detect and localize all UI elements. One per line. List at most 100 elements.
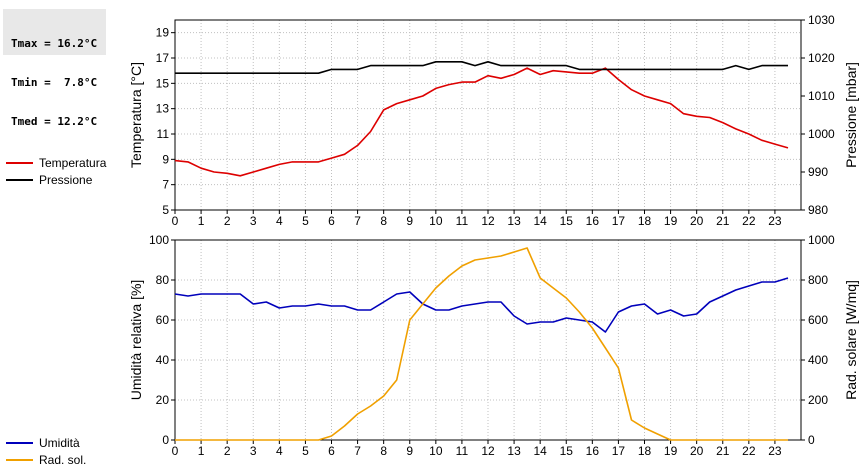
legend-swatch-pressione — [6, 178, 33, 181]
y-tick-label: 20 — [156, 393, 170, 407]
x-tick-label: 22 — [742, 444, 756, 458]
y-tick-label: 15 — [156, 76, 170, 90]
y2-axis-label: Pressione [mbar] — [843, 62, 859, 168]
x-tick-label: 14 — [533, 444, 547, 458]
stats-tmax: Tmax = 16.2°C — [11, 37, 98, 50]
series-line-pressione — [175, 60, 788, 74]
y-tick-label: 60 — [156, 313, 170, 327]
y2-tick-label: 980 — [808, 203, 828, 217]
x-tick-label: 3 — [250, 444, 257, 458]
x-tick-label: 18 — [638, 444, 652, 458]
y2-tick-label: 200 — [808, 393, 828, 407]
x-tick-label: 6 — [328, 214, 335, 228]
legend-swatch-umidita — [6, 441, 33, 444]
y-tick-label: 80 — [156, 273, 170, 287]
x-tick-label: 16 — [586, 214, 600, 228]
y2-tick-label: 800 — [808, 273, 828, 287]
y2-tick-label: 600 — [808, 313, 828, 327]
x-tick-label: 18 — [638, 214, 652, 228]
legend-label-pressione: Pressione — [39, 172, 93, 187]
legend-top: Temperatura Pressione — [6, 154, 106, 188]
x-tick-label: 8 — [380, 444, 387, 458]
stats-box: Tmax = 16.2°C Tmin = 7.8°C Tmed = 12.2°C — [3, 9, 106, 128]
y2-tick-label: 400 — [808, 353, 828, 367]
y-tick-label: 17 — [156, 51, 170, 65]
x-tick-label: 20 — [690, 444, 704, 458]
x-tick-label: 9 — [406, 214, 413, 228]
x-tick-label: 14 — [533, 214, 547, 228]
y-axis-label: Temperatura [°C] — [128, 62, 144, 168]
x-tick-label: 8 — [380, 214, 387, 228]
x-tick-label: 13 — [507, 214, 521, 228]
y2-axis-label: Rad. solare [W/mq] — [843, 280, 859, 400]
y2-tick-label: 0 — [808, 433, 815, 447]
stats-tmed: Tmed = 12.2°C — [11, 115, 98, 128]
y-tick-label: 100 — [149, 233, 169, 247]
x-tick-label: 11 — [456, 214, 469, 228]
y2-tick-label: 1010 — [808, 89, 835, 103]
y-tick-label: 11 — [157, 127, 170, 141]
x-tick-label: 16 — [586, 444, 600, 458]
x-tick-label: 12 — [481, 214, 495, 228]
y-tick-label: 40 — [156, 353, 170, 367]
x-tick-label: 21 — [716, 214, 730, 228]
x-tick-label: 1 — [198, 444, 205, 458]
x-tick-label: 0 — [172, 444, 179, 458]
x-tick-label: 17 — [612, 214, 626, 228]
x-tick-label: 5 — [302, 444, 309, 458]
plot-frame — [174, 19, 802, 211]
x-tick-label: 7 — [354, 444, 361, 458]
y2-tick-label: 990 — [808, 165, 828, 179]
x-tick-label: 0 — [172, 214, 179, 228]
x-tick-label: 19 — [664, 214, 678, 228]
x-tick-label: 2 — [224, 214, 231, 228]
x-tick-label: 4 — [276, 214, 283, 228]
y-tick-label: 7 — [162, 178, 169, 192]
y2-tick-label: 1020 — [808, 51, 835, 65]
x-tick-label: 23 — [768, 444, 782, 458]
legend-label-umidita: Umidità — [39, 435, 80, 450]
legend-swatch-temperatura — [6, 161, 33, 164]
series-line-umidit — [174, 277, 789, 333]
y-tick-label: 9 — [162, 152, 169, 166]
x-tick-label: 22 — [742, 214, 756, 228]
x-tick-label: 5 — [302, 214, 309, 228]
y-axis-label: Umidità relativa [%] — [128, 280, 144, 401]
y2-tick-label: 1000 — [808, 233, 835, 247]
legend-item-pressione: Pressione — [6, 171, 106, 188]
x-tick-label: 10 — [429, 214, 443, 228]
x-tick-label: 17 — [612, 444, 626, 458]
x-tick-label: 12 — [481, 444, 495, 458]
y-tick-label: 0 — [162, 433, 169, 447]
legend-item-umidita: Umidità — [6, 434, 86, 451]
x-tick-label: 23 — [768, 214, 782, 228]
x-tick-label: 21 — [716, 444, 730, 458]
stats-tmin: Tmin = 7.8°C — [11, 76, 98, 89]
y-tick-label: 19 — [156, 26, 170, 40]
series-line-temperatura — [174, 67, 789, 177]
y-tick-label: 5 — [162, 203, 169, 217]
y2-tick-label: 1000 — [808, 127, 835, 141]
x-tick-label: 15 — [560, 444, 574, 458]
legend-item-temperatura: Temperatura — [6, 154, 106, 171]
y2-tick-label: 1030 — [808, 13, 835, 27]
x-tick-label: 3 — [250, 214, 257, 228]
x-tick-label: 19 — [664, 444, 678, 458]
legend-label-temperatura: Temperatura — [39, 155, 107, 170]
series-line-rad-sol — [175, 247, 788, 441]
chart-bottom: 0 1 2 3 4 5 6 7 8 9 10 11 12 13 14 15 16 17 18 19 20 21 22 2302… — [128, 233, 859, 458]
chart-top: 0 1 2 3 4 5 6 7 8 9 10 11 12 13 14 15 16 17 18 19 20 21 22 2357… — [128, 13, 859, 228]
x-tick-label: 11 — [456, 444, 469, 458]
x-tick-label: 6 — [328, 444, 335, 458]
x-tick-label: 7 — [354, 214, 361, 228]
x-tick-label: 10 — [429, 444, 443, 458]
x-tick-label: 9 — [406, 444, 413, 458]
x-tick-label: 20 — [690, 214, 704, 228]
x-tick-label: 15 — [560, 214, 574, 228]
x-tick-label: 13 — [507, 444, 521, 458]
x-tick-label: 4 — [276, 444, 283, 458]
x-tick-label: 2 — [224, 444, 231, 458]
x-tick-label: 1 — [198, 214, 205, 228]
y-tick-label: 13 — [156, 102, 170, 116]
